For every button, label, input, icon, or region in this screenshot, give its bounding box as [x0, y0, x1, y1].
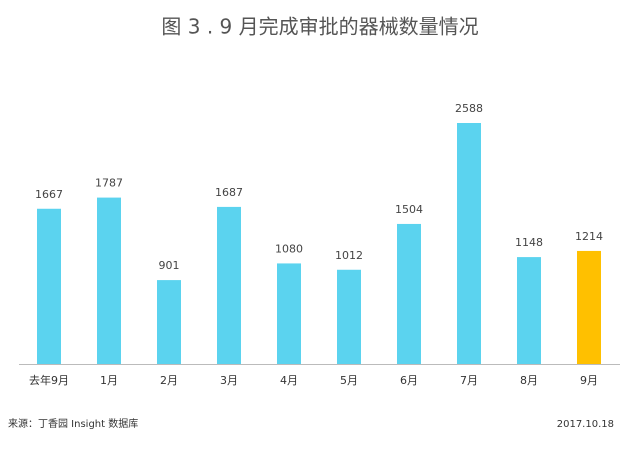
value-label: 1080: [275, 242, 303, 255]
bar: [217, 206, 241, 364]
value-label: 1667: [35, 188, 63, 201]
x-tick-label: 6月: [400, 374, 418, 387]
source: 来源：丁香园 Insight 数据库: [8, 417, 138, 430]
value-label: 1504: [395, 203, 423, 216]
chart-title: 图 3 . 9 月完成审批的器械数量情况: [161, 15, 478, 39]
bar: [517, 257, 541, 364]
x-tick-label: 8月: [520, 374, 538, 387]
value-label: 1214: [575, 230, 603, 243]
bar: [277, 263, 301, 364]
x-tick-label: 1月: [100, 374, 118, 387]
x-tick-label: 3月: [220, 374, 238, 387]
bar: [337, 269, 361, 364]
date: 2017.10.18: [557, 419, 614, 430]
bar: [157, 280, 181, 364]
x-tick-label: 2月: [160, 374, 178, 387]
bar: [37, 208, 61, 364]
value-label: 1787: [95, 177, 123, 190]
x-tick-label: 7月: [460, 374, 478, 387]
value-label: 901: [159, 259, 180, 272]
value-label: 1687: [215, 186, 243, 199]
value-label: 1148: [515, 236, 543, 249]
bar: [97, 197, 121, 364]
x-tick-label: 9月: [580, 374, 598, 387]
bar: [397, 223, 421, 364]
x-tick-label: 4月: [280, 374, 298, 387]
value-label: 1012: [335, 249, 363, 262]
bar: [457, 123, 481, 364]
x-tick-label: 去年9月: [29, 373, 69, 387]
value-label: 2588: [455, 102, 483, 115]
bar: [577, 250, 601, 364]
x-tick-label: 5月: [340, 374, 358, 387]
